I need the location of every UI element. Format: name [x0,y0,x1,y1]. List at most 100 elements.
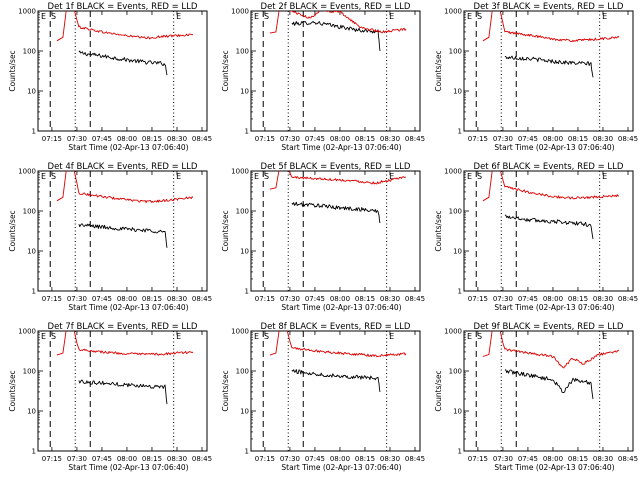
panel-title: Det 1f BLACK = Events, RED = LLD [48,2,198,12]
marker-label: E [254,332,259,341]
x-tick-label: 07:45 [518,455,538,463]
x-tick-label: 07:30 [493,295,513,303]
panel-title: Det 8f BLACK = Events, RED = LLD [261,322,411,332]
y-tick-label: 10 [27,408,36,416]
y-tick-label: 1000 [18,328,36,336]
marker-label: E [389,12,394,21]
panel-title: Det 5f BLACK = Events, RED = LLD [261,162,411,172]
x-tick-label: 07:45 [305,455,325,463]
x-axis-label: Start Time (02-Apr-13 07:06:40) [281,143,401,152]
x-tick-label: 07:30 [67,455,87,463]
y-tick-label: 1000 [231,328,249,336]
panel-title: Det 4f BLACK = Events, RED = LLD [48,162,198,172]
x-axis-label: Start Time (02-Apr-13 07:06:40) [494,303,614,312]
y-tick-label: 1 [32,448,36,456]
marker-label: S [51,332,56,341]
y-tick-label: 1 [458,448,462,456]
y-tick-label: 10 [453,88,462,96]
x-tick-label: 07:15 [42,135,62,143]
y-axis-label: Counts/sec [221,210,230,251]
panel-title: Det 2f BLACK = Events, RED = LLD [261,2,411,12]
marker-label: E [41,12,46,21]
y-tick-label: 10 [453,408,462,416]
x-tick-label: 07:30 [280,295,300,303]
events-series-line [291,369,381,392]
x-tick-label: 07:30 [280,455,300,463]
y-tick-label: 10 [27,248,36,256]
x-tick-label: 08:30 [380,455,400,463]
y-tick-label: 1000 [231,168,249,176]
detector-panel-4: Det 4f BLACK = Events, RED = LLD 1 10 100 10… [0,160,213,320]
lld-series-line [269,11,407,34]
marker-label: E [254,172,259,181]
x-tick-label: 08:15 [355,455,375,463]
y-axis-label: Counts/sec [434,210,443,251]
lld-series-line [482,11,620,43]
x-tick-label: 08:30 [167,295,187,303]
detector-panel-8: Det 8f BLACK = Events, RED = LLD 1 10 100 10… [213,320,426,480]
chart-svg: Det 6f BLACK = Events, RED = LLD 1 10 100 10… [434,162,638,312]
plot-frame [463,10,634,132]
y-tick-label: 1000 [444,168,462,176]
y-tick-label: 100 [23,208,36,216]
events-series-line [78,379,168,405]
marker-label: S [264,332,269,341]
x-tick-label: 08:45 [405,455,425,463]
x-tick-label: 08:45 [405,295,425,303]
x-tick-label: 08:45 [618,455,638,463]
marker-label: E [389,172,394,181]
y-tick-label: 10 [240,408,249,416]
x-tick-label: 08:15 [355,135,375,143]
x-tick-label: 08:00 [117,455,137,463]
lld-series-line [56,331,194,356]
data-group [482,11,620,78]
y-tick-label: 100 [23,48,36,56]
x-tick-label: 07:45 [305,135,325,143]
marker-label: S [264,172,269,181]
x-axis-label: Start Time (02-Apr-13 07:06:40) [281,463,401,472]
marker-label: E [602,172,607,181]
data-group [56,331,194,405]
panel-title: Det 6f BLACK = Events, RED = LLD [474,162,624,172]
y-axis-label: Counts/sec [8,50,17,91]
marker-label: E [467,12,472,21]
chart-svg: Det 7f BLACK = Events, RED = LLD 1 10 100 10… [8,322,212,472]
marker-label: E [176,172,181,181]
events-series-line [504,369,594,400]
x-axis-label: Start Time (02-Apr-13 07:06:40) [494,463,614,472]
y-axis-label: Counts/sec [434,50,443,91]
plot-frame [250,330,421,452]
y-tick-label: 1000 [231,8,249,16]
marker-label: E [602,332,607,341]
x-tick-label: 07:45 [518,295,538,303]
y-tick-label: 100 [23,368,36,376]
marker-label: E [176,332,181,341]
x-tick-label: 08:45 [618,295,638,303]
data-group [482,331,620,400]
lld-series-line [482,331,620,369]
x-axis-label: Start Time (02-Apr-13 07:06:40) [281,303,401,312]
x-tick-label: 08:15 [568,295,588,303]
marker-label: E [389,332,394,341]
marker-label: S [477,332,482,341]
x-tick-label: 07:30 [493,455,513,463]
y-axis-label: Counts/sec [8,370,17,411]
detector-panel-2: Det 2f BLACK = Events, RED = LLD 1 10 100 10… [213,0,426,160]
y-tick-label: 10 [27,88,36,96]
x-axis-label: Start Time (02-Apr-13 07:06:40) [68,463,188,472]
y-tick-label: 10 [240,88,249,96]
x-tick-label: 08:00 [117,295,137,303]
y-axis-label: Counts/sec [221,370,230,411]
y-tick-label: 1 [245,288,249,296]
x-tick-label: 07:30 [493,135,513,143]
x-tick-label: 08:00 [330,135,350,143]
panel-title: Det 9f BLACK = Events, RED = LLD [474,322,624,332]
y-tick-label: 10 [453,248,462,256]
detector-panel-7: Det 7f BLACK = Events, RED = LLD 1 10 100 10… [0,320,213,480]
y-tick-label: 100 [449,48,462,56]
events-series-line [504,55,594,78]
x-tick-label: 08:15 [568,455,588,463]
x-tick-label: 08:30 [167,455,187,463]
x-tick-label: 07:15 [468,135,488,143]
